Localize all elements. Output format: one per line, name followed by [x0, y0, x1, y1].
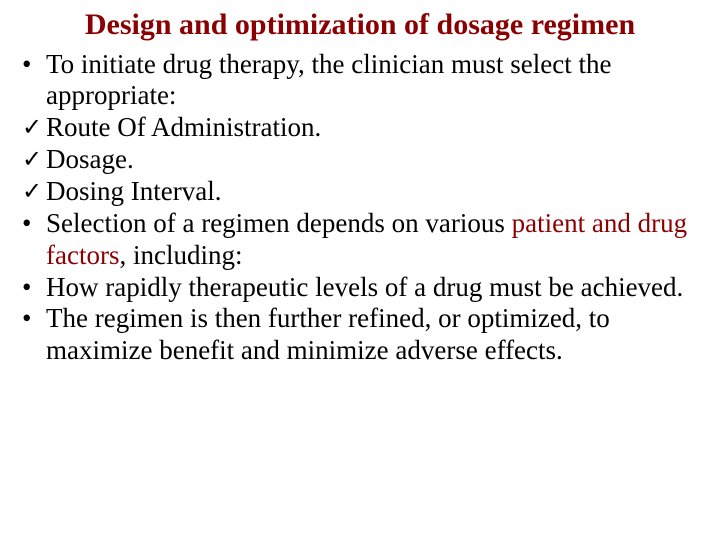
check-icon: ✓	[20, 144, 46, 175]
list-item-text: Dosage.	[46, 144, 700, 176]
list-item-text: Dosing Interval.	[46, 176, 700, 208]
list-item-text: How rapidly therapeutic levels of a drug…	[46, 272, 700, 304]
text-span: Selection of a regimen depends on variou…	[46, 208, 512, 238]
bullet-dot-icon: •	[20, 272, 46, 304]
slide: Design and optimization of dosage regime…	[0, 0, 720, 540]
slide-title: Design and optimization of dosage regime…	[20, 8, 700, 43]
bullet-dot-icon: •	[20, 208, 46, 240]
bullet-dot-icon: •	[20, 49, 46, 81]
list-item: • Selection of a regimen depends on vari…	[20, 208, 700, 272]
check-icon: ✓	[20, 176, 46, 207]
list-item: ✓ Route Of Administration.	[20, 112, 700, 144]
text-span: , including:	[119, 240, 242, 270]
list-item: • To initiate drug therapy, the clinicia…	[20, 49, 700, 113]
list-item-text: The regimen is then further refined, or …	[46, 303, 700, 367]
list-item: ✓ Dosage.	[20, 144, 700, 176]
list-item-text: Selection of a regimen depends on variou…	[46, 208, 700, 272]
bullet-dot-icon: •	[20, 303, 46, 335]
slide-body: • To initiate drug therapy, the clinicia…	[20, 49, 700, 368]
list-item: • The regimen is then further refined, o…	[20, 303, 700, 367]
list-item: ✓ Dosing Interval.	[20, 176, 700, 208]
list-item-text: Route Of Administration.	[46, 112, 700, 144]
check-icon: ✓	[20, 112, 46, 143]
list-item: • How rapidly therapeutic levels of a dr…	[20, 272, 700, 304]
list-item-text: To initiate drug therapy, the clinician …	[46, 49, 700, 113]
